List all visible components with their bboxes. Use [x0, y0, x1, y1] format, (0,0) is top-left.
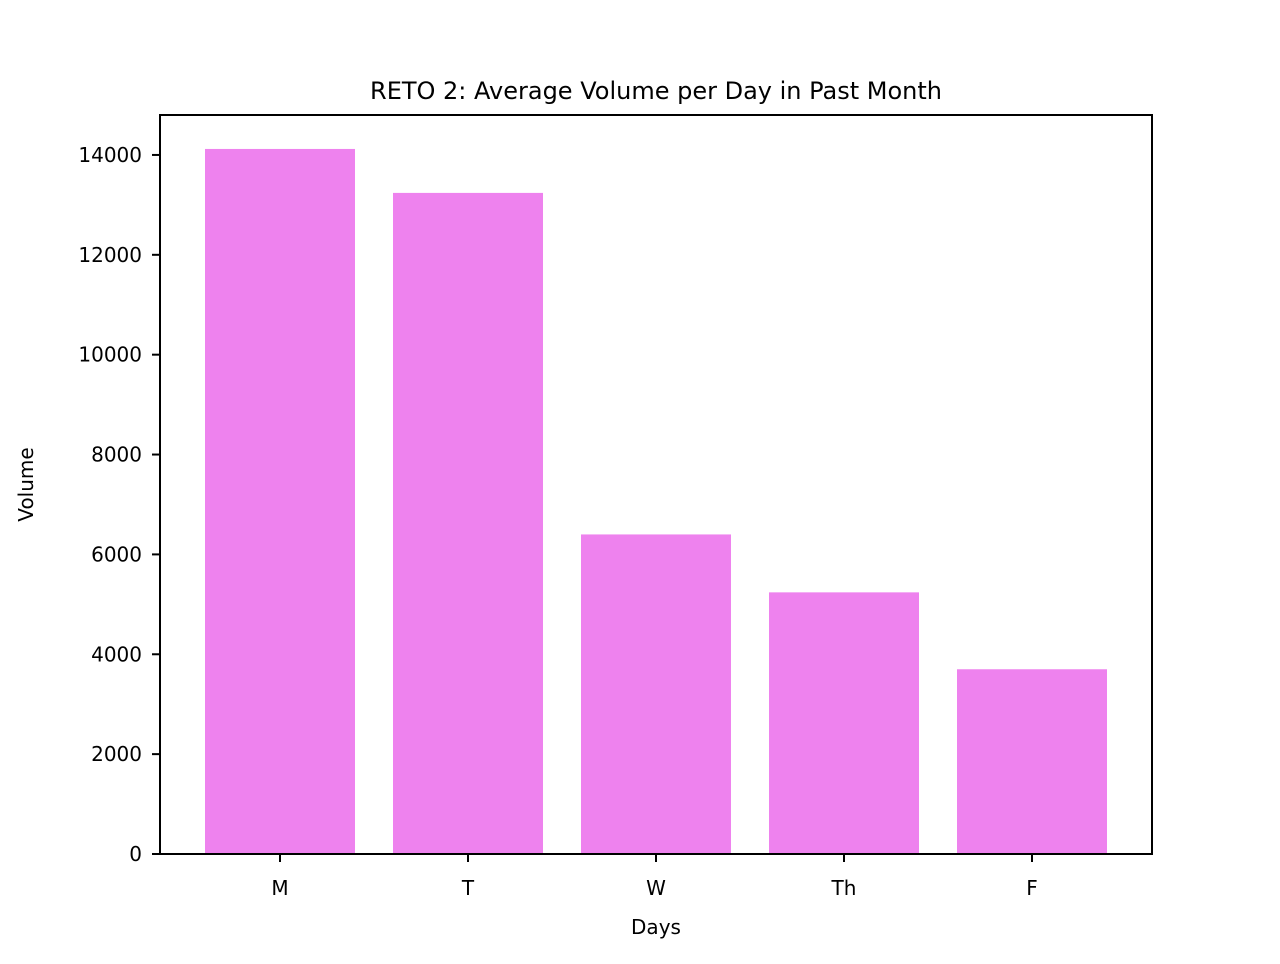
y-tick-label: 8000 [91, 443, 142, 467]
x-tick-label: Th [831, 876, 857, 900]
y-tick-label: 6000 [91, 542, 142, 566]
y-tick-label: 2000 [91, 742, 142, 766]
bar-m [205, 148, 355, 855]
y-tick-label: 0 [129, 842, 142, 866]
bar-w [581, 534, 731, 854]
y-axis: 0 2000 4000 6000 8000 10000 12000 14000 [78, 143, 160, 866]
bar-t [393, 192, 543, 854]
chart-title: RETO 2: Average Volume per Day in Past M… [370, 77, 942, 105]
y-axis-label: Volume [14, 447, 38, 521]
bars-layer [205, 148, 1107, 855]
y-tick-label: 14000 [78, 143, 142, 167]
x-tick-label: M [271, 876, 288, 900]
bar-f [957, 669, 1107, 854]
x-tick-label: T [461, 876, 475, 900]
y-tick-label: 12000 [78, 243, 142, 267]
x-axis-label: Days [631, 915, 681, 939]
bar-th [769, 592, 919, 854]
x-tick-label: W [646, 876, 666, 900]
x-axis: M T W Th F [271, 854, 1038, 900]
x-tick-label: F [1026, 876, 1038, 900]
y-tick-label: 10000 [78, 343, 142, 367]
y-tick-label: 4000 [91, 642, 142, 666]
